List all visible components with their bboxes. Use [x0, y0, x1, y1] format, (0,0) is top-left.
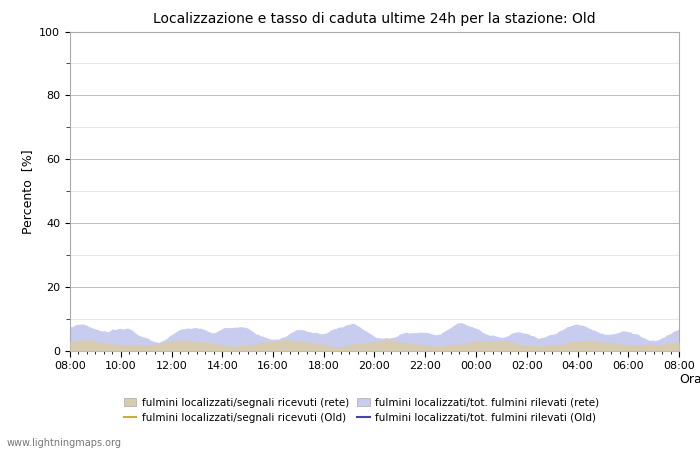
Legend: fulmini localizzati/segnali ricevuti (rete), fulmini localizzati/segnali ricevut: fulmini localizzati/segnali ricevuti (re…	[124, 398, 599, 423]
Text: www.lightningmaps.org: www.lightningmaps.org	[7, 438, 122, 448]
Text: Orario: Orario	[679, 374, 700, 387]
Title: Localizzazione e tasso di caduta ultime 24h per la stazione: Old: Localizzazione e tasso di caduta ultime …	[153, 12, 596, 26]
Y-axis label: Percento  [%]: Percento [%]	[21, 149, 34, 234]
